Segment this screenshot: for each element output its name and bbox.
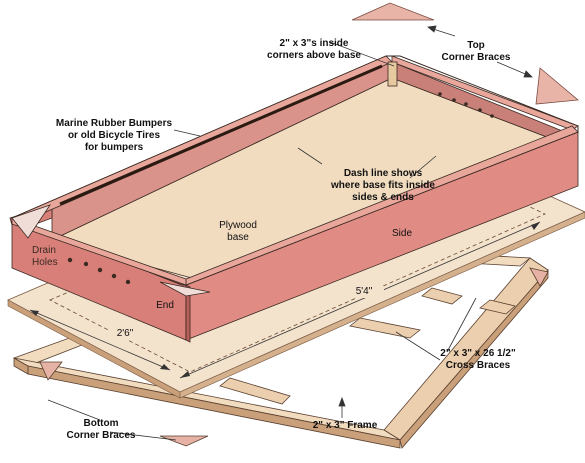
bottom-corner-braces-line-1: Bottom [83, 418, 119, 429]
end-label: End [156, 300, 174, 311]
inside-corners-line-1: 2" x 3"s inside [279, 38, 349, 49]
plywood-base-label: Plywood base [208, 220, 268, 244]
drain-holes-label: Drain Holes [32, 245, 72, 269]
inside-corners-line-2: corners above base [267, 50, 361, 61]
drain-holes-line-2: Holes [32, 257, 58, 268]
top-corner-braces-line-1: Top [467, 40, 485, 51]
cross-braces-line-1: 2" x 3" x 26 1/2" [440, 348, 516, 359]
planter-box [9, 55, 579, 343]
dash-line-line-3: sides & ends [352, 192, 414, 203]
top-corner-braces-line-2: Corner Braces [441, 52, 511, 63]
side-label: Side [391, 228, 412, 239]
top-corner-braces-label: Top Corner Braces [436, 40, 516, 64]
dash-line-label: Dash line shows where base fits inside s… [318, 168, 448, 204]
width-dimension-label: 2'6" [110, 328, 140, 340]
inside-corners-label: 2" x 3"s inside corners above base [244, 38, 384, 62]
dash-line-line-2: where base fits inside [331, 180, 435, 191]
top-corner-braces [351, 2, 579, 105]
length-dimension-label: 5'4" [344, 286, 384, 298]
bottom-frame [13, 247, 549, 449]
bottom-corner-braces-label: Bottom Corner Braces [56, 418, 146, 442]
plywood-base-line-2: base [227, 232, 249, 243]
bottom-corner-braces-line-2: Corner Braces [66, 430, 136, 441]
drain-holes-line-1: Drain [32, 245, 56, 256]
plywood-base-line-1: Plywood [219, 220, 257, 231]
leader-lines [47, 25, 533, 441]
cross-braces-line-2: Cross Braces [445, 360, 511, 371]
bumpers-line-3: for bumpers [84, 142, 144, 153]
frame-label: 2" x 3" Frame [312, 420, 378, 431]
bumpers-label: Marine Rubber Bumpers or old Bicycle Tir… [48, 118, 180, 154]
bumpers-line-2: or old Bicycle Tires [67, 130, 161, 141]
dash-line-line-1: Dash line shows [343, 168, 423, 179]
bumpers-line-1: Marine Rubber Bumpers [55, 118, 173, 129]
cross-braces-label: 2" x 3" x 26 1/2" Cross Braces [418, 348, 538, 372]
